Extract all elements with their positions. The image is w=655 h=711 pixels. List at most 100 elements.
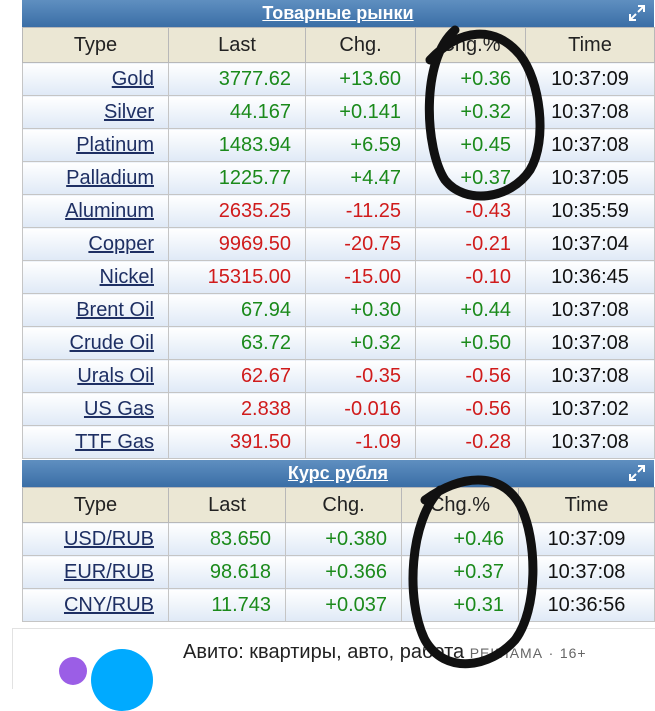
instrument-link[interactable]: US Gas: [83, 397, 154, 420]
instrument-link[interactable]: Platinum: [76, 133, 154, 156]
instrument-link[interactable]: Gold: [111, 67, 154, 90]
chgpct-cell: -0.10: [415, 260, 526, 294]
type-cell: USD/RUB: [22, 522, 169, 556]
commodities-panel: Товарные рынки Type Last Chg. Chg.% Time…: [22, 0, 655, 459]
last-cell: 1483.94: [168, 128, 306, 162]
chgpct-cell: +0.44: [415, 293, 526, 327]
type-cell: Crude Oil: [22, 326, 169, 360]
type-cell: Copper: [22, 227, 169, 261]
table-row: Copper 9969.50 -20.75 -0.21 10:37:04: [22, 227, 655, 261]
ad-age: 16+: [559, 645, 587, 661]
chg-cell: -20.75: [305, 227, 416, 261]
col-last-header: Last: [168, 27, 306, 63]
expand-icon[interactable]: [628, 4, 646, 22]
type-cell: EUR/RUB: [22, 555, 169, 589]
time-cell: 10:37:08: [525, 95, 655, 129]
chg-cell: -15.00: [305, 260, 416, 294]
instrument-link[interactable]: Palladium: [66, 166, 154, 189]
ad-text[interactable]: Авито: квартиры, авто, работа: [183, 641, 465, 663]
currency-title-link[interactable]: Курс рубля: [287, 463, 389, 483]
ad-text-line: Авито: квартиры, авто, работа РЕКЛАМА · …: [183, 641, 587, 664]
ad-banner[interactable]: Авито: квартиры, авто, работа РЕКЛАМА · …: [12, 628, 655, 711]
chgpct-cell: -0.43: [415, 194, 526, 228]
avito-logo-icon: [59, 657, 87, 685]
instrument-link[interactable]: Aluminum: [65, 199, 154, 222]
time-cell: 10:37:08: [525, 425, 655, 459]
chgpct-cell: +0.32: [415, 95, 526, 129]
type-cell: Platinum: [22, 128, 169, 162]
time-cell: 10:37:08: [525, 359, 655, 393]
last-cell: 391.50: [168, 425, 306, 459]
time-cell: 10:37:08: [525, 128, 655, 162]
instrument-link[interactable]: Urals Oil: [77, 364, 154, 387]
chgpct-cell: +0.45: [415, 128, 526, 162]
chgpct-cell: -0.28: [415, 425, 526, 459]
last-cell: 9969.50: [168, 227, 306, 261]
last-cell: 2635.25: [168, 194, 306, 228]
chgpct-cell: +0.50: [415, 326, 526, 360]
chg-cell: +6.59: [305, 128, 416, 162]
time-cell: 10:37:04: [525, 227, 655, 261]
commodities-header-row: Type Last Chg. Chg.% Time: [22, 27, 655, 63]
last-cell: 98.618: [168, 555, 286, 589]
chg-cell: -1.09: [305, 425, 416, 459]
instrument-link[interactable]: EUR/RUB: [63, 560, 154, 583]
time-cell: 10:37:08: [525, 293, 655, 327]
col-chg-header: Chg.: [285, 487, 402, 523]
instrument-link[interactable]: TTF Gas: [75, 430, 154, 453]
type-cell: Brent Oil: [22, 293, 169, 327]
table-row: CNY/RUB 11.743 +0.037 +0.31 10:36:56: [22, 588, 655, 622]
col-chg-header: Chg.: [305, 27, 416, 63]
table-row: Platinum 1483.94 +6.59 +0.45 10:37:08: [22, 128, 655, 162]
chg-cell: -0.016: [305, 392, 416, 426]
time-cell: 10:37:09: [525, 62, 655, 96]
instrument-link[interactable]: Copper: [88, 232, 154, 255]
currency-table: Type Last Chg. Chg.% Time USD/RUB 83.650 +…: [22, 487, 655, 622]
currency-header-row: Type Last Chg. Chg.% Time: [22, 487, 655, 523]
chgpct-cell: +0.31: [401, 588, 519, 622]
chg-cell: -0.35: [305, 359, 416, 393]
last-cell: 63.72: [168, 326, 306, 360]
table-row: Aluminum 2635.25 -11.25 -0.43 10:35:59: [22, 194, 655, 228]
time-cell: 10:37:08: [525, 326, 655, 360]
last-cell: 83.650: [168, 522, 286, 556]
table-row: Crude Oil 63.72 +0.32 +0.50 10:37:08: [22, 326, 655, 360]
instrument-link[interactable]: Brent Oil: [76, 298, 154, 321]
currency-header-bar: Курс рубля: [22, 460, 654, 487]
commodities-header-bar: Товарные рынки: [22, 0, 654, 27]
type-cell: Nickel: [22, 260, 169, 294]
last-cell: 1225.77: [168, 161, 306, 195]
currency-panel: Курс рубля Type Last Chg. Chg.% Time USD…: [22, 460, 655, 622]
col-time-header: Time: [518, 487, 655, 523]
table-row: EUR/RUB 98.618 +0.366 +0.37 10:37:08: [22, 555, 655, 589]
type-cell: TTF Gas: [22, 425, 169, 459]
chg-cell: +13.60: [305, 62, 416, 96]
chg-cell: +0.037: [285, 588, 402, 622]
table-row: Silver 44.167 +0.141 +0.32 10:37:08: [22, 95, 655, 129]
table-row: Nickel 15315.00 -15.00 -0.10 10:36:45: [22, 260, 655, 294]
chgpct-cell: -0.56: [415, 359, 526, 393]
time-cell: 10:37:05: [525, 161, 655, 195]
instrument-link[interactable]: USD/RUB: [63, 527, 154, 550]
time-cell: 10:37:09: [518, 522, 655, 556]
instrument-link[interactable]: Nickel: [99, 265, 154, 288]
expand-icon[interactable]: [628, 464, 646, 482]
last-cell: 62.67: [168, 359, 306, 393]
chgpct-cell: -0.56: [415, 392, 526, 426]
last-cell: 67.94: [168, 293, 306, 327]
type-cell: Gold: [22, 62, 169, 96]
last-cell: 44.167: [168, 95, 306, 129]
time-cell: 10:35:59: [525, 194, 655, 228]
time-cell: 10:37:08: [518, 555, 655, 589]
col-chgpct-header: Chg.%: [401, 487, 519, 523]
type-cell: Palladium: [22, 161, 169, 195]
instrument-link[interactable]: Silver: [103, 100, 154, 123]
type-cell: CNY/RUB: [22, 588, 169, 622]
table-row: Palladium 1225.77 +4.47 +0.37 10:37:05: [22, 161, 655, 195]
instrument-link[interactable]: CNY/RUB: [63, 593, 154, 616]
chg-cell: +0.141: [305, 95, 416, 129]
commodities-title-link[interactable]: Товарные рынки: [262, 3, 414, 23]
instrument-link[interactable]: Crude Oil: [69, 331, 154, 354]
table-row: Brent Oil 67.94 +0.30 +0.44 10:37:08: [22, 293, 655, 327]
last-cell: 11.743: [168, 588, 286, 622]
